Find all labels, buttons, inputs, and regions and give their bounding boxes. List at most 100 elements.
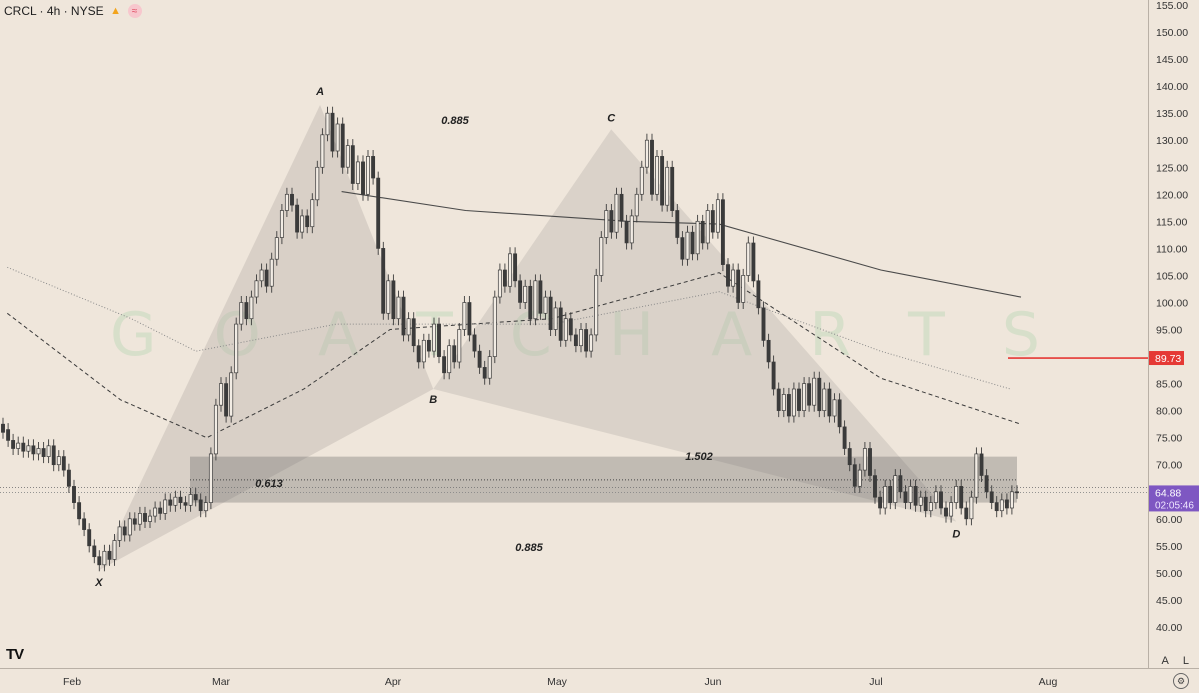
symbol-title[interactable]: CRCL · 4h · NYSE <box>4 4 104 18</box>
candle-body <box>797 388 801 411</box>
candle-body <box>492 296 497 357</box>
ratio-label: 1.502 <box>685 451 713 463</box>
candle-body <box>847 448 852 466</box>
ratio-label: 0.885 <box>441 115 469 127</box>
candle-body <box>320 134 325 168</box>
candle-body <box>107 550 112 560</box>
alert-price-label: 89.73 <box>1155 353 1181 365</box>
candle-body <box>589 334 594 352</box>
candle-body <box>731 269 736 287</box>
candle-body <box>710 210 715 233</box>
candle-body <box>178 496 183 503</box>
tradingview-logo-icon[interactable]: TV <box>6 646 24 663</box>
candle-body <box>371 156 376 179</box>
candle-body <box>122 526 127 536</box>
candle-body <box>325 112 330 136</box>
candle-body <box>974 453 979 498</box>
candle-body <box>56 456 61 466</box>
candle-body <box>670 166 675 211</box>
candle-body <box>680 237 685 260</box>
candle-body <box>756 280 761 309</box>
price-tick-label: 150.00 <box>1156 27 1188 39</box>
candle-body <box>46 445 51 457</box>
candle-body <box>548 296 553 330</box>
candle-body <box>26 445 31 452</box>
candle-body <box>989 491 994 503</box>
candle-body <box>11 440 16 449</box>
candle-body <box>513 253 518 282</box>
time-tick-label: Mar <box>212 676 231 688</box>
candle-body <box>964 507 969 520</box>
candle-body <box>31 445 36 455</box>
candle-body <box>827 388 832 417</box>
settings-gear-icon[interactable]: ⚙ <box>1173 673 1189 689</box>
scale-options: A L <box>1162 655 1189 667</box>
price-tick-label: 125.00 <box>1156 162 1188 174</box>
candle-body <box>366 156 370 195</box>
candle-body <box>416 345 421 363</box>
candle-body <box>944 507 948 517</box>
candle-body <box>97 556 102 566</box>
time-tick-label: Aug <box>1039 676 1058 688</box>
candle-body <box>563 318 568 341</box>
warning-icon[interactable]: ▲ <box>110 5 122 17</box>
candle-body <box>746 242 751 276</box>
candle-body <box>700 220 705 244</box>
candle-body <box>954 486 959 503</box>
candle-body <box>837 399 842 428</box>
time-tick-label: Jul <box>869 676 882 688</box>
candle-body <box>812 377 817 406</box>
candle-body <box>269 258 274 287</box>
price-tick-label: 120.00 <box>1156 189 1188 201</box>
current-price-badge <box>1149 485 1199 512</box>
candle-body <box>437 323 441 357</box>
candle-body <box>41 448 46 457</box>
candle-body <box>766 339 771 363</box>
candle-body <box>523 285 528 303</box>
pivot-label-c: C <box>607 112 616 124</box>
candle-body <box>264 269 269 287</box>
candle-body <box>639 166 644 195</box>
candle-body <box>290 193 294 206</box>
candle-body <box>852 464 857 487</box>
candle-body <box>979 453 984 476</box>
candle-body <box>1 423 5 433</box>
candle-body <box>579 329 583 347</box>
candle-body <box>193 494 198 501</box>
price-tick-label: 130.00 <box>1156 135 1188 147</box>
candle-body <box>477 350 482 368</box>
candle-body <box>482 367 487 379</box>
price-tick-label: 145.00 <box>1156 54 1188 66</box>
time-tick-label: May <box>547 676 568 688</box>
candle-body <box>345 145 350 168</box>
candle-body <box>219 383 223 406</box>
candle-body <box>726 264 730 287</box>
candle-body <box>675 210 680 238</box>
candle-body <box>432 323 436 352</box>
candle-body <box>183 502 188 506</box>
candle-body <box>568 318 573 336</box>
auto-scale-button[interactable]: A <box>1161 655 1169 667</box>
target-zone <box>190 456 1017 503</box>
price-tick-label: 70.00 <box>1156 460 1182 472</box>
candle-body <box>335 123 340 152</box>
candle-body <box>822 388 827 411</box>
candle-body <box>426 339 431 352</box>
candle-body <box>893 475 898 503</box>
candle-body <box>132 518 137 525</box>
moving-average-solid <box>341 191 1022 298</box>
candle-body <box>553 307 558 330</box>
log-scale-button[interactable]: L <box>1182 655 1189 667</box>
candle-body <box>791 388 796 417</box>
candle-body <box>158 507 163 514</box>
candle-body <box>350 145 355 184</box>
realtime-icon[interactable]: ≈ <box>127 4 142 18</box>
candle-body <box>82 518 87 530</box>
candle-body <box>994 502 999 512</box>
candle-body <box>295 204 300 233</box>
candle-body <box>254 280 259 298</box>
candle-body <box>61 456 66 471</box>
pattern-triangle-xab <box>98 105 434 571</box>
